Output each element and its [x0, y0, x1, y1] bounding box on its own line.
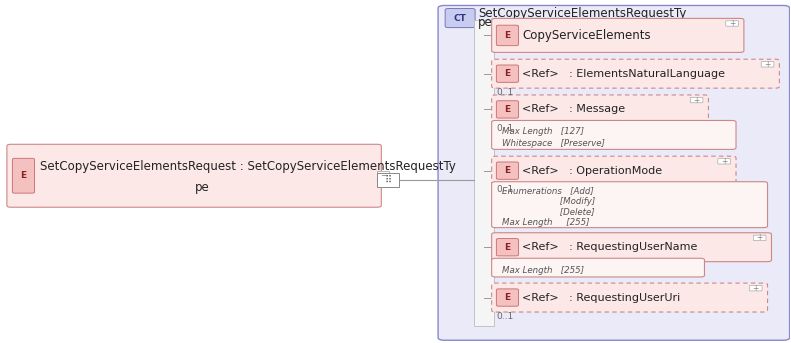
- Text: +: +: [729, 19, 736, 28]
- Bar: [475, 20, 494, 326]
- FancyBboxPatch shape: [497, 162, 518, 179]
- Text: E: E: [21, 171, 27, 180]
- Text: +: +: [694, 96, 700, 105]
- FancyBboxPatch shape: [753, 235, 766, 240]
- Text: <Ref>   : Message: <Ref> : Message: [522, 104, 626, 115]
- FancyBboxPatch shape: [492, 283, 767, 312]
- FancyBboxPatch shape: [13, 158, 35, 193]
- Text: E: E: [505, 293, 510, 302]
- FancyBboxPatch shape: [492, 95, 709, 124]
- FancyBboxPatch shape: [749, 285, 762, 291]
- FancyBboxPatch shape: [726, 21, 738, 26]
- Text: 0..1: 0..1: [497, 312, 513, 321]
- Text: <Ref>   : RequestingUserUri: <Ref> : RequestingUserUri: [522, 293, 680, 303]
- Text: <Ref>   : OperationMode: <Ref> : OperationMode: [522, 166, 663, 176]
- FancyBboxPatch shape: [497, 238, 518, 256]
- Text: E: E: [505, 31, 510, 40]
- Text: SetCopyServiceElementsRequestTy: SetCopyServiceElementsRequestTy: [479, 8, 687, 21]
- Text: +: +: [764, 60, 770, 69]
- Text: 0..1: 0..1: [497, 124, 513, 133]
- Text: [Modify]: [Modify]: [502, 197, 595, 206]
- Text: Max Length     [255]: Max Length [255]: [502, 218, 589, 227]
- FancyBboxPatch shape: [492, 156, 736, 185]
- FancyBboxPatch shape: [492, 182, 767, 228]
- FancyBboxPatch shape: [497, 101, 518, 118]
- Text: −: −: [380, 171, 387, 180]
- FancyBboxPatch shape: [445, 9, 475, 27]
- FancyBboxPatch shape: [492, 19, 744, 52]
- Text: <Ref>   : ElementsNaturalLanguage: <Ref> : ElementsNaturalLanguage: [522, 69, 725, 79]
- FancyBboxPatch shape: [492, 258, 705, 277]
- Text: pe: pe: [479, 16, 493, 29]
- FancyBboxPatch shape: [492, 120, 736, 150]
- Text: [Delete]: [Delete]: [502, 208, 595, 217]
- Text: SetCopyServiceElementsRequest : SetCopyServiceElementsRequestTy: SetCopyServiceElementsRequest : SetCopyS…: [40, 160, 456, 173]
- FancyBboxPatch shape: [438, 5, 789, 340]
- Text: Max Length   [127]: Max Length [127]: [502, 127, 584, 135]
- Text: E: E: [505, 166, 510, 175]
- FancyBboxPatch shape: [497, 289, 518, 306]
- FancyBboxPatch shape: [761, 62, 774, 67]
- FancyBboxPatch shape: [492, 59, 779, 88]
- FancyBboxPatch shape: [718, 158, 731, 164]
- Text: E: E: [505, 243, 510, 252]
- Text: E: E: [505, 105, 510, 114]
- Text: E: E: [505, 69, 510, 78]
- Bar: [377, 173, 399, 187]
- Bar: [377, 171, 389, 181]
- Text: CT: CT: [454, 14, 467, 23]
- Text: +: +: [721, 157, 728, 166]
- Text: +: +: [756, 233, 763, 243]
- FancyBboxPatch shape: [492, 233, 771, 262]
- Text: Enumerations   [Add]: Enumerations [Add]: [502, 186, 594, 196]
- Text: <Ref>   : RequestingUserName: <Ref> : RequestingUserName: [522, 242, 698, 252]
- Text: +: +: [752, 284, 759, 293]
- FancyBboxPatch shape: [691, 97, 703, 103]
- FancyBboxPatch shape: [497, 65, 518, 82]
- Text: ⠿: ⠿: [385, 175, 392, 185]
- Text: 0..1: 0..1: [497, 186, 513, 194]
- FancyBboxPatch shape: [497, 25, 518, 46]
- Text: pe: pe: [195, 181, 210, 194]
- Text: Max Length   [255]: Max Length [255]: [502, 266, 584, 275]
- Text: Whitespace   [Preserve]: Whitespace [Preserve]: [502, 139, 605, 149]
- Text: CopyServiceElements: CopyServiceElements: [522, 29, 651, 42]
- FancyBboxPatch shape: [7, 144, 381, 207]
- Text: 0..1: 0..1: [497, 88, 513, 97]
